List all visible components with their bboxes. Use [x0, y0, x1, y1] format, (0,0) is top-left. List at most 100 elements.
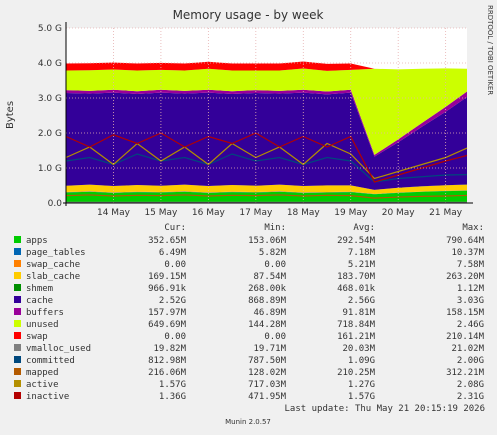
legend-value: 128.02M — [248, 368, 287, 378]
chart-title: Memory usage - by week — [173, 8, 324, 22]
legend-value: 0.00 — [164, 332, 186, 342]
legend-value: 183.70M — [337, 272, 376, 282]
x-tick-label: 15 May — [144, 208, 178, 218]
legend-label: committed — [26, 356, 75, 366]
legend-label: mapped — [26, 368, 59, 378]
legend-header: Max: — [462, 223, 484, 233]
x-tick-label: 19 May — [334, 208, 368, 218]
legend-swatch — [14, 260, 21, 267]
footer: Last update: Thu May 21 20:15:19 2026 — [285, 404, 485, 414]
legend-header: Cur: — [164, 223, 186, 233]
y-tick-label: 1.0 G — [38, 164, 62, 174]
legend-value: 1.36G — [159, 392, 186, 402]
legend-swatch — [14, 368, 21, 375]
area-series — [66, 190, 467, 203]
legend-value: 1.12M — [457, 284, 485, 294]
legend-value: 46.89M — [253, 308, 286, 318]
x-tick-label: 20 May — [382, 208, 416, 218]
legend-value: 210.14M — [446, 332, 485, 342]
legend-label: swap — [26, 332, 48, 342]
y-tick-label: 3.0 G — [38, 94, 62, 104]
legend-label: buffers — [26, 308, 64, 318]
legend-value: 2.08G — [457, 380, 484, 390]
legend-value: 5.82M — [259, 248, 287, 258]
legend-value: 263.20M — [446, 272, 485, 282]
legend-label: inactive — [26, 392, 69, 402]
legend-value: 157.97M — [148, 308, 187, 318]
legend-value: 812.98M — [148, 356, 187, 366]
legend-swatch — [14, 332, 21, 339]
legend-label: unused — [26, 320, 59, 330]
legend-value: 19.71M — [253, 344, 286, 354]
legend-value: 169.15M — [148, 272, 187, 282]
legend-swatch — [14, 308, 21, 315]
legend-label: active — [26, 380, 59, 390]
legend-value: 649.69M — [148, 320, 187, 330]
legend-value: 787.50M — [248, 356, 287, 366]
legend-value: 19.82M — [153, 344, 186, 354]
legend-value: 91.81M — [342, 308, 375, 318]
y-tick-label: 2.0 G — [38, 129, 62, 139]
legend-value: 2.31G — [457, 392, 484, 402]
legend-swatch — [14, 392, 21, 399]
area-series — [66, 184, 467, 195]
legend-value: 1.57G — [159, 380, 186, 390]
side-text: RRDTOOL / TOBI OETIKER — [486, 5, 494, 95]
legend-swatch — [14, 284, 21, 291]
legend-value: 7.18M — [348, 248, 376, 258]
legend-header: Avg: — [353, 223, 375, 233]
legend-swatch — [14, 320, 21, 327]
legend-value: 268.00k — [248, 284, 287, 294]
legend-label: swap_cache — [26, 260, 80, 270]
legend-value: 6.49M — [159, 248, 187, 258]
legend-label: apps — [26, 236, 48, 246]
legend-value: 21.02M — [451, 344, 484, 354]
legend-value: 2.46G — [457, 320, 484, 330]
legend-value: 87.54M — [253, 272, 286, 282]
line-series — [65, 132, 468, 183]
legend-swatch — [14, 296, 21, 303]
legend-value: 868.89M — [248, 296, 287, 306]
legend-value: 0.00 — [264, 260, 286, 270]
y-tick-label: 5.0 G — [38, 24, 62, 34]
line-series — [65, 194, 468, 199]
legend-value: 3.03G — [457, 296, 484, 306]
legend-value: 161.21M — [337, 332, 376, 342]
legend-value: 216.06M — [148, 368, 187, 378]
legend-value: 5.21M — [348, 260, 376, 270]
legend-value: 352.65M — [148, 236, 187, 246]
legend-value: 1.09G — [348, 356, 375, 366]
x-tick-label: 18 May — [287, 208, 321, 218]
legend-swatch — [14, 272, 21, 279]
legend-value: 1.57G — [348, 392, 375, 402]
x-tick-label: 16 May — [192, 208, 226, 218]
area-series — [66, 61, 467, 71]
legend-swatch — [14, 380, 21, 387]
legend-value: 144.28M — [248, 320, 287, 330]
legend-value: 158.15M — [446, 308, 485, 318]
x-tick-label: 17 May — [239, 208, 273, 218]
legend-value: 468.01k — [337, 284, 376, 294]
y-tick-label: 0.0 — [48, 199, 63, 209]
legend-value: 2.52G — [159, 296, 186, 306]
legend-value: 153.06M — [248, 236, 287, 246]
legend-header: Min: — [264, 223, 286, 233]
legend: Cur: Min: Avg: Max: apps 352.65M 153.06M 292.54… — [14, 223, 485, 402]
area-series — [66, 92, 467, 190]
legend-value: 2.56G — [348, 296, 375, 306]
y-tick-label: 4.0 G — [38, 59, 62, 69]
legend-value: 0.00 — [164, 260, 186, 270]
legend-value: 966.91k — [148, 284, 187, 294]
legend-value: 790.64M — [446, 236, 485, 246]
legend-swatch — [14, 344, 21, 351]
legend-value: 471.95M — [248, 392, 287, 402]
line-series — [65, 142, 468, 180]
legend-value: 717.03M — [248, 380, 287, 390]
legend-label: slab_cache — [26, 272, 80, 282]
legend-value: 2.00G — [457, 356, 484, 366]
legend-label: shmem — [26, 284, 53, 294]
x-tick-label: 21 May — [429, 208, 463, 218]
legend-swatch — [14, 248, 21, 255]
